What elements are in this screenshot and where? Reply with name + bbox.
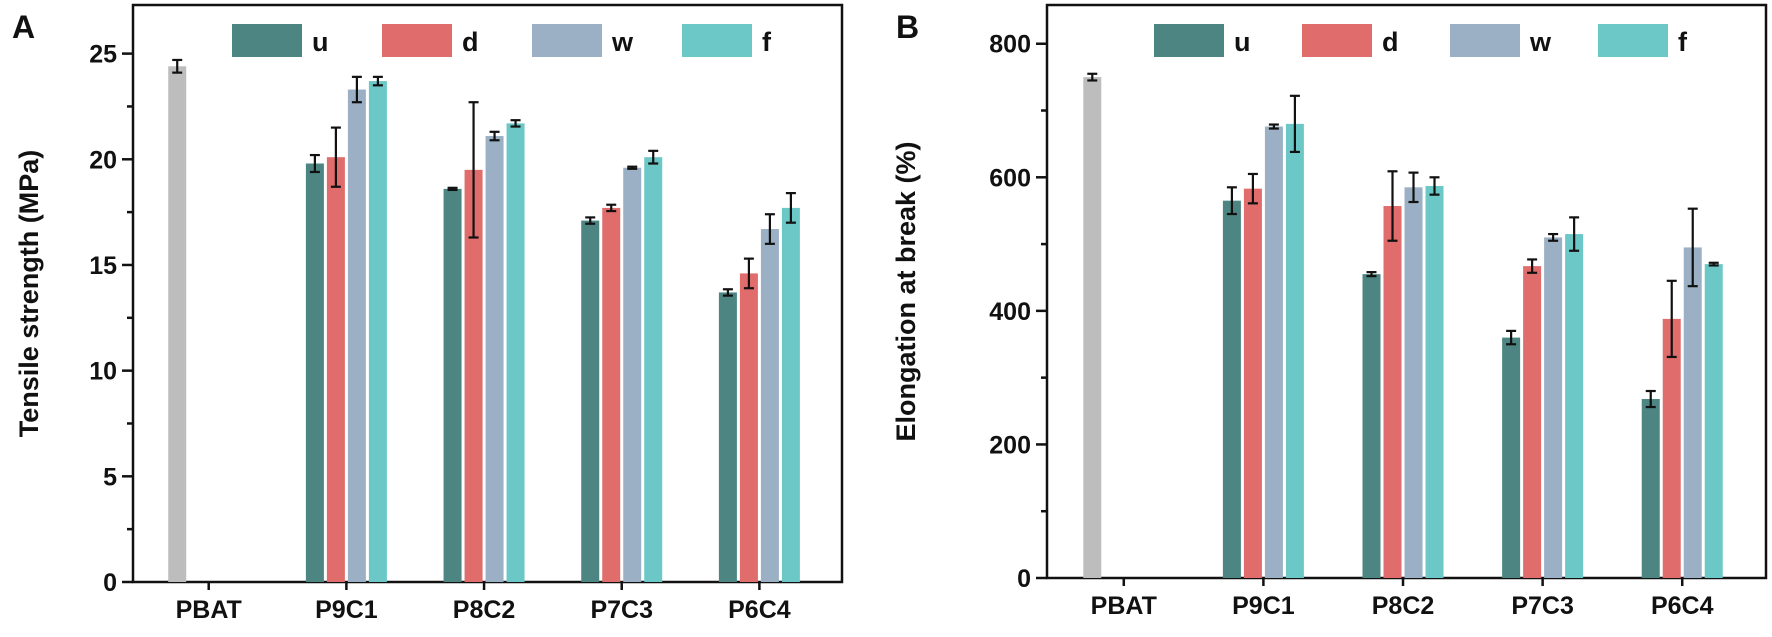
y-tick-label: 0 xyxy=(1017,565,1031,593)
panel-B: B Elongation at break (%) 0 200 400 600 800 PBA… xyxy=(891,3,1768,620)
y-tick-label: 200 xyxy=(989,431,1031,459)
x-tick-label: P6C4 xyxy=(728,596,791,624)
legend-label: w xyxy=(611,27,634,57)
legend-swatch-f xyxy=(1598,24,1668,57)
bar-d-P9C1 xyxy=(1243,188,1262,578)
bar-d-P6C4 xyxy=(739,273,758,582)
bar-u-P7C3 xyxy=(1502,337,1521,578)
bar-u-P9C1 xyxy=(305,163,324,582)
legend-label: u xyxy=(312,27,329,57)
panel-label: B xyxy=(896,9,919,45)
x-tick-label: P7C3 xyxy=(590,596,653,624)
y-tick-label: 600 xyxy=(989,164,1031,192)
bar-w-P7C3 xyxy=(623,167,642,582)
bar-d-P6C4 xyxy=(1662,318,1681,578)
x-tick-label: P8C2 xyxy=(453,596,516,624)
bar-w-P8C2 xyxy=(1404,187,1423,578)
legend-swatch-u xyxy=(1154,24,1224,57)
bar-f-P7C3 xyxy=(644,157,663,582)
x-tick-label: PBAT xyxy=(176,596,242,624)
bar-d-P9C1 xyxy=(326,157,345,582)
bar-w-P9C1 xyxy=(347,89,366,583)
legend-label: d xyxy=(1382,27,1399,57)
y-tick-label: 400 xyxy=(989,298,1031,326)
x-tick-label: P8C2 xyxy=(1372,592,1435,620)
legend-swatch-d xyxy=(1302,24,1372,57)
bar-PBAT xyxy=(168,66,187,583)
bar-u-P6C4 xyxy=(1641,399,1660,578)
x-tick-label: PBAT xyxy=(1091,592,1157,620)
x-tick-label: P9C1 xyxy=(315,596,378,624)
legend-label: w xyxy=(1529,27,1552,57)
panel-A: A Tensile strength (MPa) 0 5 10 15 20 25 PBAT P9C… xyxy=(12,3,844,624)
bar-d-P7C3 xyxy=(602,207,621,582)
bar-w-P8C2 xyxy=(485,136,504,583)
legend-swatch-w xyxy=(1450,24,1520,57)
bar-w-P7C3 xyxy=(1544,237,1563,579)
legend-swatch-d xyxy=(382,24,452,57)
bar-d-P7C3 xyxy=(1523,266,1542,578)
x-tick-label: P7C3 xyxy=(1511,592,1574,620)
y-tick-label: 0 xyxy=(103,569,117,597)
y-tick-label: 10 xyxy=(89,358,117,386)
bar-u-P6C4 xyxy=(718,292,737,582)
bar-f-P9C1 xyxy=(1285,123,1304,579)
panel-label: A xyxy=(12,9,35,45)
bar-f-P8C2 xyxy=(1425,185,1444,578)
bar-u-P9C1 xyxy=(1222,200,1241,579)
bar-f-P7C3 xyxy=(1565,234,1584,578)
x-tick-label: P9C1 xyxy=(1232,592,1295,620)
bar-w-P6C4 xyxy=(760,229,779,583)
legend-label: d xyxy=(462,27,479,57)
bar-u-P8C2 xyxy=(1362,274,1381,578)
legend-label: f xyxy=(1678,27,1688,57)
x-tick-label: P6C4 xyxy=(1651,592,1714,620)
y-tick-label: 800 xyxy=(989,31,1031,59)
y-tick-label: 20 xyxy=(89,146,117,174)
bar-f-P6C4 xyxy=(781,207,800,582)
y-tick-label: 5 xyxy=(103,463,117,491)
legend-swatch-u xyxy=(232,24,302,57)
legend-swatch-f xyxy=(682,24,752,57)
y-axis-label: Tensile strength (MPa) xyxy=(14,150,44,438)
legend-label: f xyxy=(762,27,772,57)
y-tick-label: 25 xyxy=(89,41,117,69)
legend-swatch-w xyxy=(532,24,602,57)
bar-PBAT xyxy=(1083,77,1102,578)
y-tick-label: 15 xyxy=(89,252,117,280)
legend-label: u xyxy=(1234,27,1251,57)
bar-f-P9C1 xyxy=(368,81,387,582)
bar-f-P6C4 xyxy=(1704,264,1723,578)
bar-w-P9C1 xyxy=(1264,126,1283,578)
y-axis-label: Elongation at break (%) xyxy=(891,141,921,441)
bar-d-P8C2 xyxy=(1383,206,1402,578)
bar-f-P8C2 xyxy=(506,123,525,582)
bar-u-P7C3 xyxy=(581,220,600,583)
bar-w-P6C4 xyxy=(1683,247,1702,578)
bar-d-P8C2 xyxy=(464,169,483,582)
bar-u-P8C2 xyxy=(443,188,462,582)
